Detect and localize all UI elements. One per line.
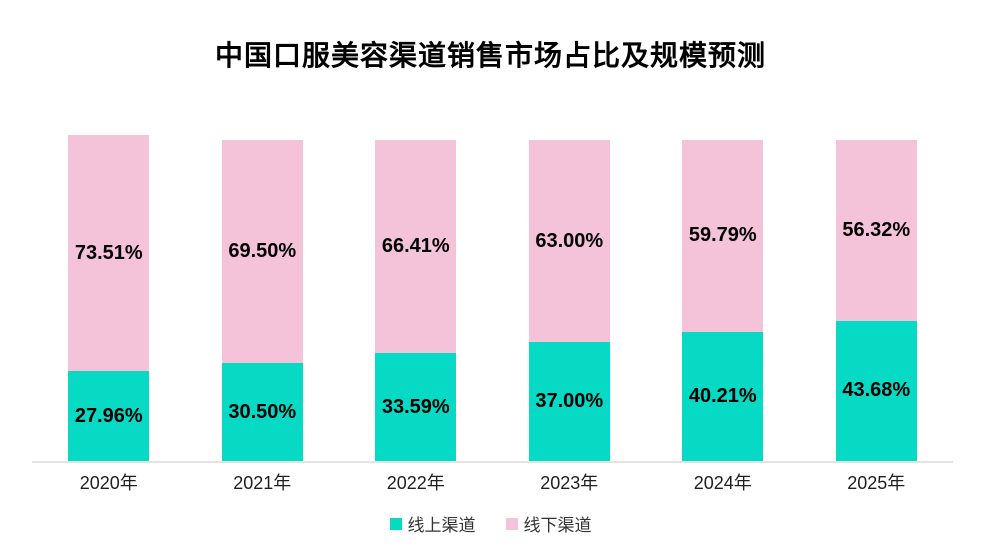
legend-swatch-icon — [389, 517, 402, 530]
value-label: 37.00% — [535, 390, 604, 413]
x-axis-label: 2022年 — [386, 473, 445, 493]
value-label: 40.21% — [688, 384, 757, 407]
plot-area: 73.51% 27.96% 69.50% 30.50% 66.41% 33.59% 63.0… — [32, 100, 953, 463]
legend-item: 线上渠道 — [389, 511, 476, 536]
value-label: 33.59% — [381, 395, 450, 418]
online-segment: 33.59% — [375, 353, 457, 461]
plot-column: 69.50% 30.50% — [186, 100, 340, 461]
value-label: 27.96% — [74, 404, 143, 427]
value-label: 43.68% — [842, 379, 911, 402]
value-label: 59.79% — [688, 224, 757, 247]
chart-title: 中国口服美容渠道销售市场占比及规模预测 — [214, 40, 766, 71]
stacked-bar: 63.00% 37.00% — [528, 140, 610, 461]
offline-segment: 63.00% — [528, 140, 610, 343]
stacked-bar: 73.51% 27.96% — [68, 135, 150, 461]
stacked-bar: 66.41% 33.59% — [375, 140, 457, 461]
value-label: 73.51% — [74, 241, 143, 264]
online-segment: 30.50% — [221, 363, 303, 461]
value-label: 69.50% — [228, 240, 297, 263]
legend-item: 线下渠道 — [505, 511, 592, 536]
value-label: 66.41% — [381, 235, 450, 258]
value-label: 30.50% — [228, 400, 297, 423]
online-segment: 27.96% — [68, 371, 150, 461]
legend-swatch-icon — [505, 517, 518, 530]
x-axis-label: 2023年 — [540, 473, 599, 493]
online-segment: 37.00% — [528, 342, 610, 461]
stacked-bar: 69.50% 30.50% — [221, 140, 303, 461]
value-label: 63.00% — [535, 229, 604, 252]
offline-segment: 59.79% — [682, 140, 764, 332]
legend: 线上渠道 线下渠道 — [0, 511, 981, 536]
plot-column: 73.51% 27.96% — [32, 100, 186, 461]
plot-column: 56.32% 43.68% — [800, 100, 954, 461]
legend-label: 线上渠道 — [407, 516, 476, 535]
stacked-bar: 59.79% 40.21% — [682, 140, 764, 461]
x-axis-label: 2025年 — [847, 473, 906, 493]
offline-segment: 73.51% — [68, 135, 150, 372]
plot-column: 59.79% 40.21% — [646, 100, 800, 461]
offline-segment: 66.41% — [375, 140, 457, 354]
legend-label: 线下渠道 — [523, 516, 592, 535]
offline-segment: 69.50% — [221, 140, 303, 364]
plot-column: 63.00% 37.00% — [493, 100, 647, 461]
x-axis-label: 2021年 — [233, 473, 292, 493]
plot-column: 66.41% 33.59% — [339, 100, 493, 461]
online-segment: 43.68% — [835, 320, 917, 461]
x-axis-label: 2024年 — [693, 473, 752, 493]
x-axis: 2020年 2021年 2022年 2023年 2024年 2025年 — [32, 469, 953, 495]
x-axis-label: 2020年 — [79, 473, 138, 493]
online-segment: 40.21% — [682, 331, 764, 461]
value-label: 56.32% — [842, 218, 911, 241]
offline-segment: 56.32% — [835, 140, 917, 321]
stacked-bar: 56.32% 43.68% — [835, 140, 917, 461]
